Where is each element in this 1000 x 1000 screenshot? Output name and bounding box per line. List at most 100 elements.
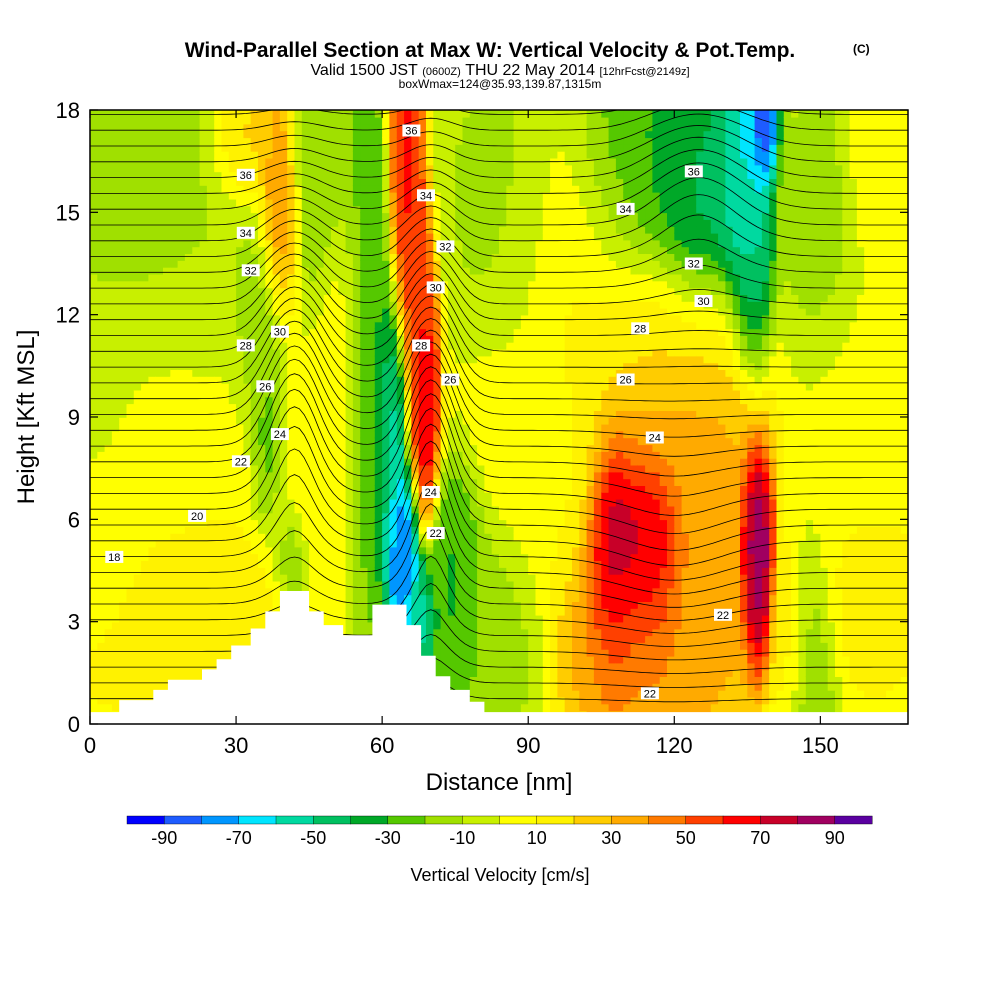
field-cell bbox=[272, 580, 281, 589]
field-cell bbox=[199, 492, 208, 500]
field-cell bbox=[360, 280, 369, 289]
field-cell bbox=[177, 294, 186, 302]
field-cell bbox=[141, 567, 150, 575]
field-cell bbox=[163, 355, 172, 364]
field-cell bbox=[331, 423, 340, 432]
field-cell bbox=[484, 239, 493, 248]
field-cell bbox=[126, 539, 135, 548]
field-cell bbox=[155, 478, 164, 486]
field-cell bbox=[221, 219, 230, 227]
field-cell bbox=[279, 137, 288, 145]
field-cell bbox=[170, 444, 179, 452]
field-cell bbox=[426, 328, 435, 336]
field-cell bbox=[440, 417, 449, 425]
field-cell bbox=[265, 260, 274, 268]
field-cell bbox=[119, 226, 128, 234]
field-cell bbox=[133, 451, 142, 459]
field-cell bbox=[382, 355, 391, 364]
field-cell bbox=[155, 498, 164, 507]
field-cell bbox=[97, 212, 106, 220]
field-cell bbox=[104, 635, 113, 643]
field-cell bbox=[133, 478, 142, 486]
field-cell bbox=[455, 253, 464, 261]
field-cell bbox=[250, 294, 259, 302]
field-cell bbox=[447, 123, 456, 132]
field-cell bbox=[104, 594, 113, 602]
field-cell bbox=[316, 342, 325, 350]
field-cell bbox=[367, 403, 376, 411]
field-cell bbox=[272, 492, 281, 500]
field-cell bbox=[411, 273, 420, 282]
field-cell bbox=[469, 144, 478, 152]
field-cell bbox=[309, 457, 318, 466]
field-cell bbox=[192, 369, 201, 377]
field-cell bbox=[477, 614, 486, 623]
field-cell bbox=[447, 608, 456, 616]
field-cell bbox=[228, 382, 237, 391]
field-cell bbox=[258, 396, 267, 405]
field-cell bbox=[258, 376, 267, 384]
field-cell bbox=[111, 444, 120, 452]
field-cell bbox=[477, 642, 486, 650]
field-cell bbox=[309, 232, 318, 241]
field-cell bbox=[279, 396, 288, 405]
field-cell bbox=[396, 444, 405, 452]
field-cell bbox=[345, 369, 354, 377]
field-cell bbox=[331, 451, 340, 459]
field-cell bbox=[272, 526, 281, 534]
field-cell bbox=[228, 137, 237, 145]
field-cell bbox=[199, 621, 208, 630]
field-cell bbox=[287, 226, 296, 234]
field-cell bbox=[126, 601, 135, 609]
field-cell bbox=[447, 389, 456, 398]
field-cell bbox=[455, 185, 464, 193]
field-cell bbox=[258, 342, 267, 350]
field-cell bbox=[287, 464, 296, 473]
field-cell bbox=[374, 294, 383, 302]
field-cell bbox=[177, 608, 186, 616]
field-cell bbox=[265, 294, 274, 302]
field-cell bbox=[119, 451, 128, 459]
field-cell bbox=[338, 314, 347, 323]
field-cell bbox=[411, 314, 420, 323]
field-cell bbox=[389, 130, 398, 139]
field-cell bbox=[338, 573, 347, 582]
field-cell bbox=[404, 608, 413, 616]
field-cell bbox=[367, 232, 376, 241]
field-cell bbox=[170, 253, 179, 261]
field-cell bbox=[155, 567, 164, 575]
field-cell bbox=[440, 164, 449, 173]
field-cell bbox=[119, 110, 128, 118]
field-cell bbox=[331, 226, 340, 234]
field-cell bbox=[214, 287, 223, 295]
field-cell bbox=[345, 232, 354, 241]
field-cell bbox=[199, 294, 208, 302]
field-cell bbox=[455, 492, 464, 500]
field-cell bbox=[243, 280, 252, 289]
field-cell bbox=[148, 328, 157, 336]
field-cell bbox=[447, 492, 456, 500]
field-cell bbox=[97, 389, 106, 398]
field-cell bbox=[104, 110, 113, 118]
field-cell bbox=[418, 328, 427, 336]
field-cell bbox=[338, 546, 347, 555]
field-cell bbox=[221, 301, 230, 309]
field-cell bbox=[97, 280, 106, 289]
field-cell bbox=[411, 594, 420, 602]
field-cell bbox=[111, 539, 120, 548]
field-cell bbox=[265, 110, 274, 118]
field-cell bbox=[148, 301, 157, 309]
field-cell bbox=[338, 219, 347, 227]
field-cell bbox=[440, 396, 449, 405]
field-cell bbox=[221, 130, 230, 139]
field-cell bbox=[477, 294, 486, 302]
field-cell bbox=[389, 546, 398, 555]
field-cell bbox=[426, 157, 435, 166]
field-cell bbox=[338, 185, 347, 193]
field-cell bbox=[177, 266, 186, 275]
field-cell bbox=[411, 580, 420, 589]
field-cell bbox=[396, 253, 405, 261]
field-cell bbox=[462, 676, 471, 684]
field-cell bbox=[426, 451, 435, 459]
field-cell bbox=[338, 587, 347, 596]
